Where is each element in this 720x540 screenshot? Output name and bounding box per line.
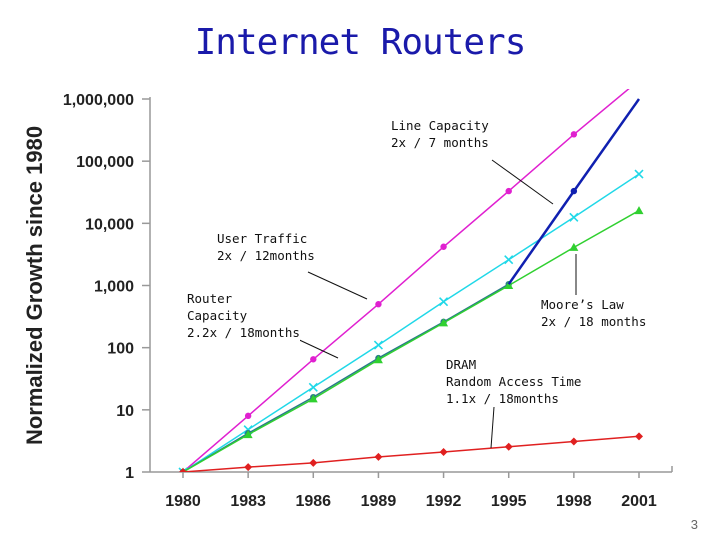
- x-tick-label: 1998: [556, 493, 592, 510]
- y-axis-label: Normalized Growth since 1980: [22, 126, 47, 445]
- user-traffic-point: [634, 169, 644, 179]
- moores-law-point: [504, 281, 514, 289]
- moores-law-point: [243, 430, 253, 439]
- dram-point: [504, 442, 513, 451]
- slide-title: Internet Routers: [194, 22, 527, 63]
- user-traffic-point: [178, 467, 188, 472]
- y-tick-label: 1,000,000: [63, 92, 134, 109]
- moores-law-point: [569, 242, 579, 251]
- moores-law-point: [373, 355, 383, 364]
- line-capacity-point: [375, 301, 382, 308]
- router-capacity-label-bg: [184, 289, 300, 341]
- moores-law-annotation: 2x / 18 months: [541, 314, 646, 329]
- user-traffic-label-bg: [214, 229, 316, 265]
- dram-point: [309, 458, 318, 467]
- dram-point: [374, 452, 383, 461]
- x-tick-label: 2001: [621, 493, 657, 510]
- router-capacity-line: [182, 283, 510, 472]
- moores-law-point: [308, 394, 318, 403]
- user-traffic-annotation: 2x / 12months: [217, 248, 315, 263]
- line-capacity-annotation: Line Capacity: [391, 118, 489, 133]
- dram-point: [569, 437, 578, 446]
- series-group: [178, 89, 644, 472]
- x-tick-label: 1992: [426, 493, 462, 510]
- y-tick-label: 1: [125, 465, 134, 482]
- router-capacity-ext-point: [570, 187, 578, 195]
- line-capacity-annotation: 2x / 7 months: [391, 135, 489, 150]
- x-tick-label: 1986: [295, 493, 331, 510]
- line-capacity-point: [244, 412, 252, 420]
- user-traffic-line: [182, 173, 640, 472]
- moores-law-label-bg: [538, 295, 646, 331]
- dram-annotation: Random Access Time: [446, 374, 581, 389]
- x-tick-label: 1995: [491, 493, 527, 510]
- line-capacity-point: [505, 187, 512, 195]
- dram-point: [439, 447, 448, 456]
- line-capacity-point: [310, 356, 317, 363]
- dram-point: [244, 463, 253, 472]
- dram-point: [179, 468, 187, 472]
- user-traffic-annotation: User Traffic: [217, 231, 307, 246]
- dram-point: [635, 432, 643, 441]
- line-capacity-point: [440, 243, 447, 250]
- dram-leader: [490, 406, 495, 449]
- user-traffic-point: [504, 255, 514, 265]
- dram-annotation: DRAM: [446, 357, 476, 372]
- y-tick-label: 100,000: [76, 154, 134, 171]
- moores-law-point: [634, 206, 644, 215]
- router-capacity-annotation: 2.2x / 18months: [187, 325, 300, 340]
- x-tick-label: 1980: [165, 493, 201, 510]
- user-traffic-point: [308, 382, 318, 392]
- moores-law-annotation: Moore’s Law: [541, 297, 624, 312]
- user-traffic-point: [373, 340, 383, 350]
- line-capacity-line: [182, 89, 630, 472]
- y-tick-label: 10: [116, 403, 134, 420]
- moores-law-line: [182, 209, 640, 472]
- line-capacity-point: [570, 131, 578, 138]
- y-tick-label: 10,000: [85, 216, 134, 233]
- router-capacity-annotation: Router: [187, 291, 233, 306]
- y-tick-label: 1,000: [94, 279, 134, 296]
- x-tick-label: 1989: [361, 493, 397, 510]
- router-capacity-annotation: Capacity: [187, 308, 248, 323]
- y-tick-label: 100: [107, 341, 134, 358]
- dram-annotation: 1.1x / 18months: [446, 391, 559, 406]
- user-traffic-point: [439, 297, 449, 307]
- line-capacity-label-bg: [388, 116, 492, 152]
- user-traffic-point: [569, 212, 579, 222]
- dram-line: [182, 435, 640, 472]
- dram-label-bg: [443, 355, 589, 407]
- x-tick-label: 1983: [230, 493, 266, 510]
- line-capacity-leader: [491, 159, 554, 205]
- user-traffic-leader: [307, 271, 368, 300]
- page-number: 3: [690, 517, 698, 532]
- moores-law-point: [439, 318, 449, 327]
